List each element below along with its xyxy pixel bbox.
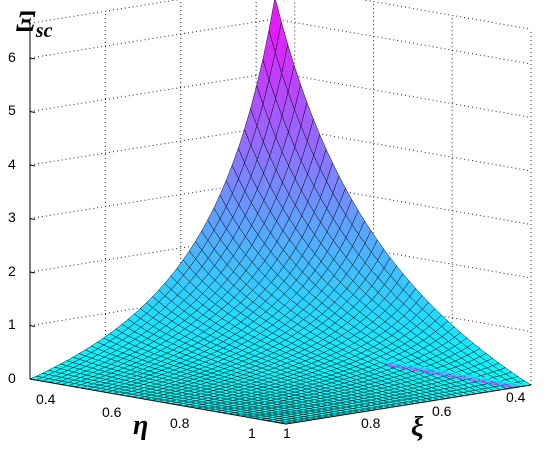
contour-line bbox=[380, 360, 523, 387]
z-tick-mark bbox=[29, 164, 36, 167]
x-axis-line bbox=[29, 378, 287, 425]
y-tick-label: 0.8 bbox=[361, 415, 381, 431]
grid-line bbox=[29, 72, 276, 112]
z-tick-label: 3 bbox=[8, 209, 16, 225]
z-axis-label-sub: sc bbox=[35, 20, 53, 42]
contour-line bbox=[387, 365, 514, 389]
z-tick-mark bbox=[29, 378, 36, 381]
y-axis-label: ξ bbox=[411, 412, 424, 443]
z-axis-label: Ξsc bbox=[16, 5, 53, 42]
z-tick-mark bbox=[29, 325, 36, 327]
y-tick-label: 0.6 bbox=[432, 403, 452, 419]
x-axis-label: η bbox=[133, 410, 148, 441]
grid-line bbox=[274, 232, 532, 279]
grid-line bbox=[361, 0, 532, 30]
z-tick-label: 1 bbox=[8, 316, 16, 332]
z-tick-label: 6 bbox=[8, 49, 16, 65]
z-tick-label: 5 bbox=[8, 102, 16, 118]
grid-line bbox=[29, 0, 180, 24]
surface-mesh bbox=[29, 0, 532, 425]
contour-line bbox=[377, 358, 528, 387]
contour-line bbox=[384, 363, 519, 388]
z-tick-mark bbox=[29, 218, 36, 220]
y-tick-labels: 1 0.8 0.6 0.4 bbox=[283, 389, 526, 441]
z-tick-label: 4 bbox=[8, 156, 16, 172]
x-tick-label: 1 bbox=[248, 425, 256, 441]
grid-line bbox=[274, 18, 532, 65]
z-tick-mark bbox=[29, 271, 36, 274]
grid-line bbox=[29, 232, 276, 273]
y-tick-label: 1 bbox=[283, 425, 291, 441]
z-axis-label-main: Ξ bbox=[16, 5, 36, 38]
grid-line bbox=[29, 125, 276, 166]
z-tick-label: 2 bbox=[8, 263, 16, 279]
plot-axes bbox=[29, 23, 532, 425]
grid-line bbox=[274, 286, 532, 332]
x-tick-label: 0.4 bbox=[36, 391, 56, 407]
z-tick-mark bbox=[29, 111, 36, 113]
grid-line bbox=[29, 18, 276, 59]
grid-line bbox=[274, 179, 532, 225]
grid-line bbox=[274, 72, 532, 118]
grid-line bbox=[274, 125, 532, 172]
y-tick-label: 0.4 bbox=[506, 389, 526, 405]
y-axis-line bbox=[285, 384, 532, 425]
z-tick-label: 0 bbox=[8, 370, 16, 386]
x-tick-label: 0.6 bbox=[102, 404, 122, 420]
z-tick-mark bbox=[29, 57, 36, 60]
grid-line bbox=[29, 179, 276, 219]
x-tick-label: 0.8 bbox=[170, 415, 190, 431]
x-tick-labels: 0.4 0.6 0.8 1 bbox=[36, 391, 256, 441]
z-tick-labels: 0 1 2 3 4 5 6 bbox=[8, 49, 16, 386]
